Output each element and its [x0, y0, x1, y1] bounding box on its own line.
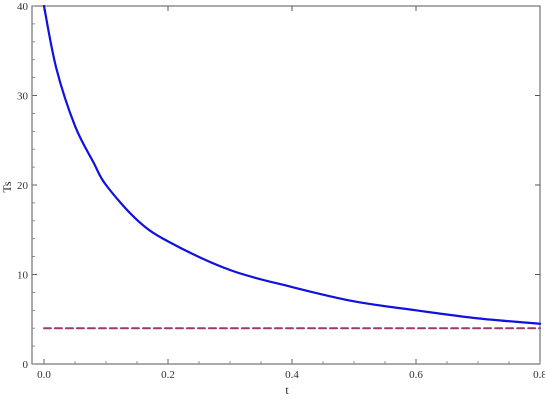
plot-frame: [31, 5, 541, 365]
axis-ticks: 0.0 0.2 0.4 0.6 0.8 0 10 20 30 40: [17, 1, 545, 381]
x-tick-label: 0.4: [285, 369, 299, 381]
y-axis-label: Ts: [0, 181, 14, 192]
x-tick-label: 0.0: [37, 369, 51, 381]
series-layer: [42, 4, 542, 330]
x-tick-label: 0.2: [161, 369, 175, 381]
y-tick-label: 40: [17, 1, 29, 13]
x-axis-label: t: [285, 383, 289, 397]
y-tick-label: 30: [17, 91, 29, 103]
plot-border: [31, 5, 541, 365]
x-tick-label: 0.6: [409, 369, 423, 381]
y-tick-label: 0: [23, 359, 29, 371]
x-tick-label: 0.8: [533, 369, 545, 381]
solid-series-line: [42, 4, 542, 325]
y-tick-label: 20: [17, 180, 29, 192]
y-tick-label: 10: [17, 270, 29, 282]
